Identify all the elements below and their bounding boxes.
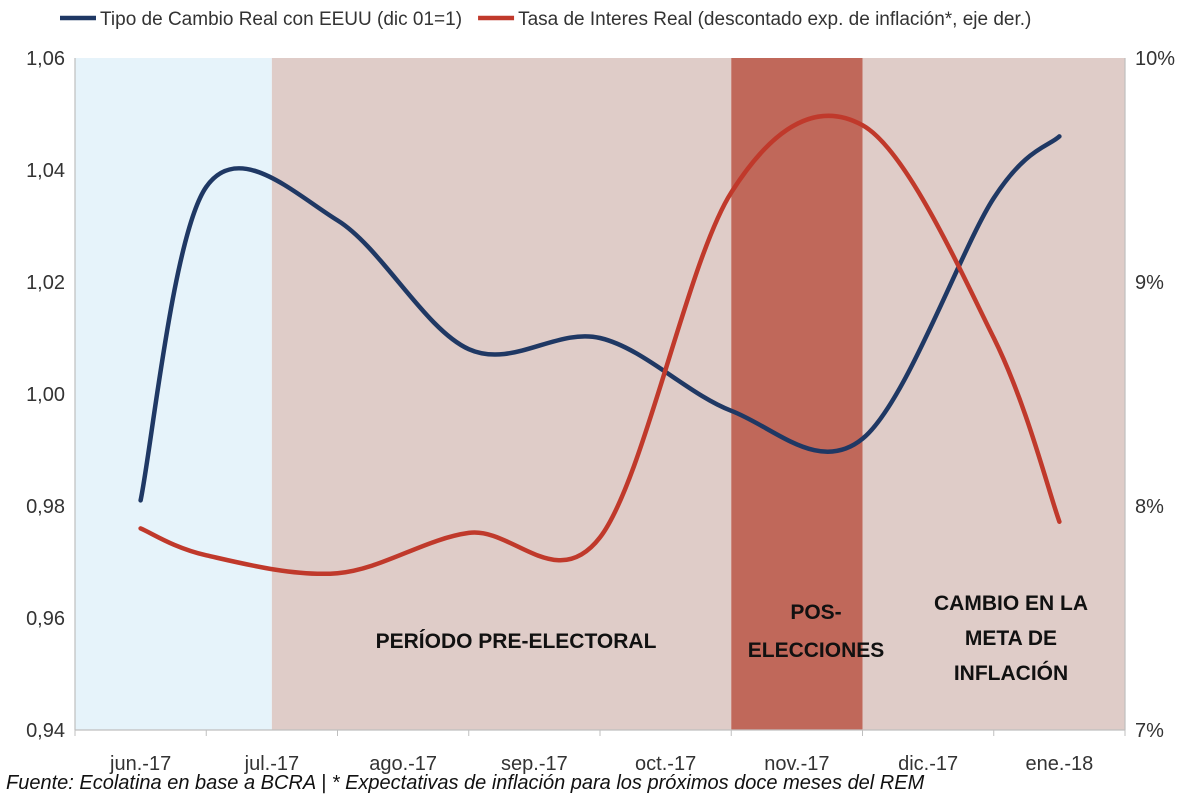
background-band-2 (731, 58, 863, 730)
background-band-1 (271, 58, 732, 730)
annotation-cambio-line2: META DE (965, 627, 1057, 650)
x-tick-label: dic.-17 (898, 753, 958, 775)
y-left-tick-label: 1,02 (26, 272, 65, 294)
series-line-1 (138, 113, 1062, 577)
x-tick-label: sep.-17 (501, 753, 568, 775)
y-left-tick-label: 0,94 (26, 720, 65, 742)
y-left-tick-label: 1,00 (26, 384, 65, 406)
legend-label-1: Tasa de Interes Real (descontado exp. de… (518, 9, 1031, 30)
y-right-tick-label: 7% (1135, 720, 1164, 742)
y-left-tick-label: 1,04 (26, 160, 65, 182)
y-right-tick-label: 8% (1135, 496, 1164, 518)
annotation-pos-line2: ELECCIONES (748, 639, 885, 662)
y-left-tick-label: 1,06 (26, 48, 65, 70)
annotation-pre-electoral: PERÍODO PRE-ELECTORAL (376, 630, 657, 653)
x-tick-label: jul.-17 (244, 753, 299, 775)
x-tick-label: oct.-17 (635, 753, 696, 775)
annotation-cambio-line1: CAMBIO EN LA (934, 592, 1088, 615)
x-tick-label: ene.-18 (1025, 753, 1093, 775)
annotation-cambio-line3: INFLACIÓN (954, 661, 1068, 685)
y-left-tick-label: 0,96 (26, 608, 65, 630)
x-tick-label: nov.-17 (764, 753, 829, 775)
x-tick-label: jun.-17 (109, 753, 171, 775)
x-tick-label: ago.-17 (369, 753, 437, 775)
source-note: Fuente: Ecolatina en base a BCRA | * Exp… (6, 772, 925, 794)
legend-label-0: Tipo de Cambio Real con EEUU (dic 01=1) (100, 9, 462, 30)
background-band-0 (75, 58, 272, 730)
series-line-0 (138, 134, 1062, 503)
y-right-tick-label: 10% (1135, 48, 1175, 70)
y-left-tick-label: 0,98 (26, 496, 65, 518)
annotation-pos-line1: POS- (790, 601, 841, 624)
y-right-tick-label: 9% (1135, 272, 1164, 294)
